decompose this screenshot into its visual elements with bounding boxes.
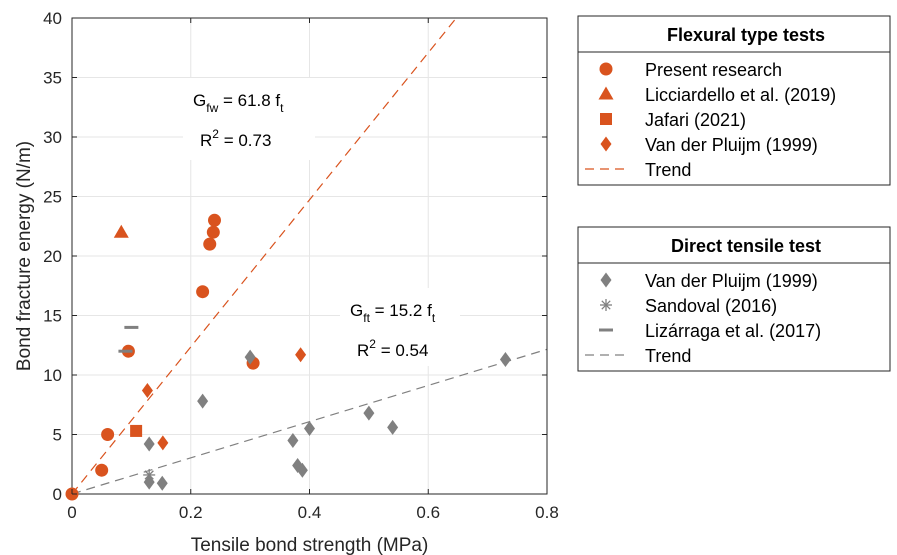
direct-diamond-point <box>363 405 375 421</box>
flexural-trend-annotation: Gfw = 61.8 ft R2 = 0.73 <box>183 78 315 160</box>
x-tick-label: 0.4 <box>298 503 322 522</box>
y-tick-label: 25 <box>43 188 62 207</box>
direct-dash-point <box>118 349 133 353</box>
y-axis-title: Bond fracture energy (N/m) <box>14 141 35 371</box>
direct-legend-dash-marker <box>599 328 613 332</box>
direct-legend-asterisk-marker <box>600 299 612 311</box>
y-tick-label: 30 <box>43 128 62 147</box>
direct-asterisk-point <box>143 468 156 481</box>
flexural-legend-square-marker <box>600 113 612 125</box>
y-tick-label: 15 <box>43 307 62 326</box>
flexural-triangle-point <box>113 224 129 238</box>
direct-diamond-point <box>156 475 168 491</box>
direct-equation: Gft = 15.2 ft <box>350 301 436 325</box>
data-points <box>65 213 511 501</box>
y-tick-label: 35 <box>43 69 62 88</box>
direct-legend-entry: Trend <box>645 346 691 366</box>
flexural-circle-point <box>95 463 109 477</box>
flexural-diamond-point <box>157 435 169 451</box>
direct-dash-point <box>124 325 139 329</box>
flexural-circle-point <box>203 237 217 251</box>
axis-ticks: 0 0.2 0.4 0.6 0.8 0 5 10 15 20 25 30 35 40 <box>43 9 559 522</box>
flexural-circle-point <box>208 213 221 227</box>
direct-diamond-point <box>287 432 299 448</box>
y-tick-label: 40 <box>43 9 62 28</box>
flexural-trend-line <box>71 17 457 495</box>
asterisk-stroke <box>601 300 611 310</box>
direct-trend-annotation: Gft = 15.2 ft R2 = 0.54 <box>340 288 460 366</box>
flexural-legend-triangle-marker <box>598 86 614 100</box>
direct-diamond-point <box>197 393 209 409</box>
y-tick-label: 20 <box>43 247 62 266</box>
flexural-diamond-point <box>295 347 307 363</box>
x-tick-label: 0.8 <box>535 503 559 522</box>
flexural-equation: Gfw = 61.8 ft <box>193 91 284 115</box>
x-tick-label: 0 <box>67 503 76 522</box>
flexural-circle-point <box>196 285 210 299</box>
direct-legend-title: Direct tensile test <box>671 236 821 256</box>
flexural-legend-entry: Present research <box>645 60 782 80</box>
flexural-legend-entry: Jafari (2021) <box>645 110 746 130</box>
flexural-legend-circle-marker <box>599 62 613 76</box>
flexural-square-point <box>130 424 143 437</box>
flexural-circle-point <box>101 428 115 441</box>
direct-legend-entry: Lizárraga et al. (2017) <box>645 321 821 341</box>
direct-diamond-point <box>387 419 399 435</box>
x-tick-label: 0.6 <box>416 503 440 522</box>
direct-legend-diamond-marker <box>600 272 612 288</box>
direct-diamond-point <box>244 349 256 365</box>
direct-legend-entry: Sandoval (2016) <box>645 296 777 316</box>
flexural-legend-entry: Trend <box>645 160 691 180</box>
y-tick-label: 0 <box>53 485 62 504</box>
direct-diamond-point <box>143 436 155 452</box>
flexural-circle-point <box>206 225 220 239</box>
legends: Flexural type tests Present research Licci… <box>577 15 891 372</box>
flexural-legend-box <box>577 15 891 186</box>
direct-r-squared: R2 = 0.54 <box>357 337 428 360</box>
flexural-legend-entry: Licciardello et al. (2019) <box>645 85 836 105</box>
direct-diamond-point <box>499 352 511 368</box>
direct-legend-entry: Van der Pluijm (1999) <box>645 271 818 291</box>
direct-legend-box <box>577 226 891 372</box>
x-tick-label: 0.2 <box>179 503 203 522</box>
y-tick-label: 10 <box>43 366 62 385</box>
flexural-legend-entry: Van der Pluijm (1999) <box>645 135 818 155</box>
flexural-legend-title: Flexural type tests <box>667 25 825 45</box>
flexural-r-squared: R2 = 0.73 <box>200 127 271 150</box>
y-tick-label: 5 <box>53 426 62 445</box>
direct-diamond-point <box>304 421 315 437</box>
flexural-legend-diamond-marker <box>600 136 612 152</box>
asterisk-stroke <box>144 470 154 480</box>
flexural-diamond-point <box>141 382 153 398</box>
direct-diamond-point <box>296 462 308 478</box>
x-axis-title: Tensile bond strength (MPa) <box>191 535 429 555</box>
